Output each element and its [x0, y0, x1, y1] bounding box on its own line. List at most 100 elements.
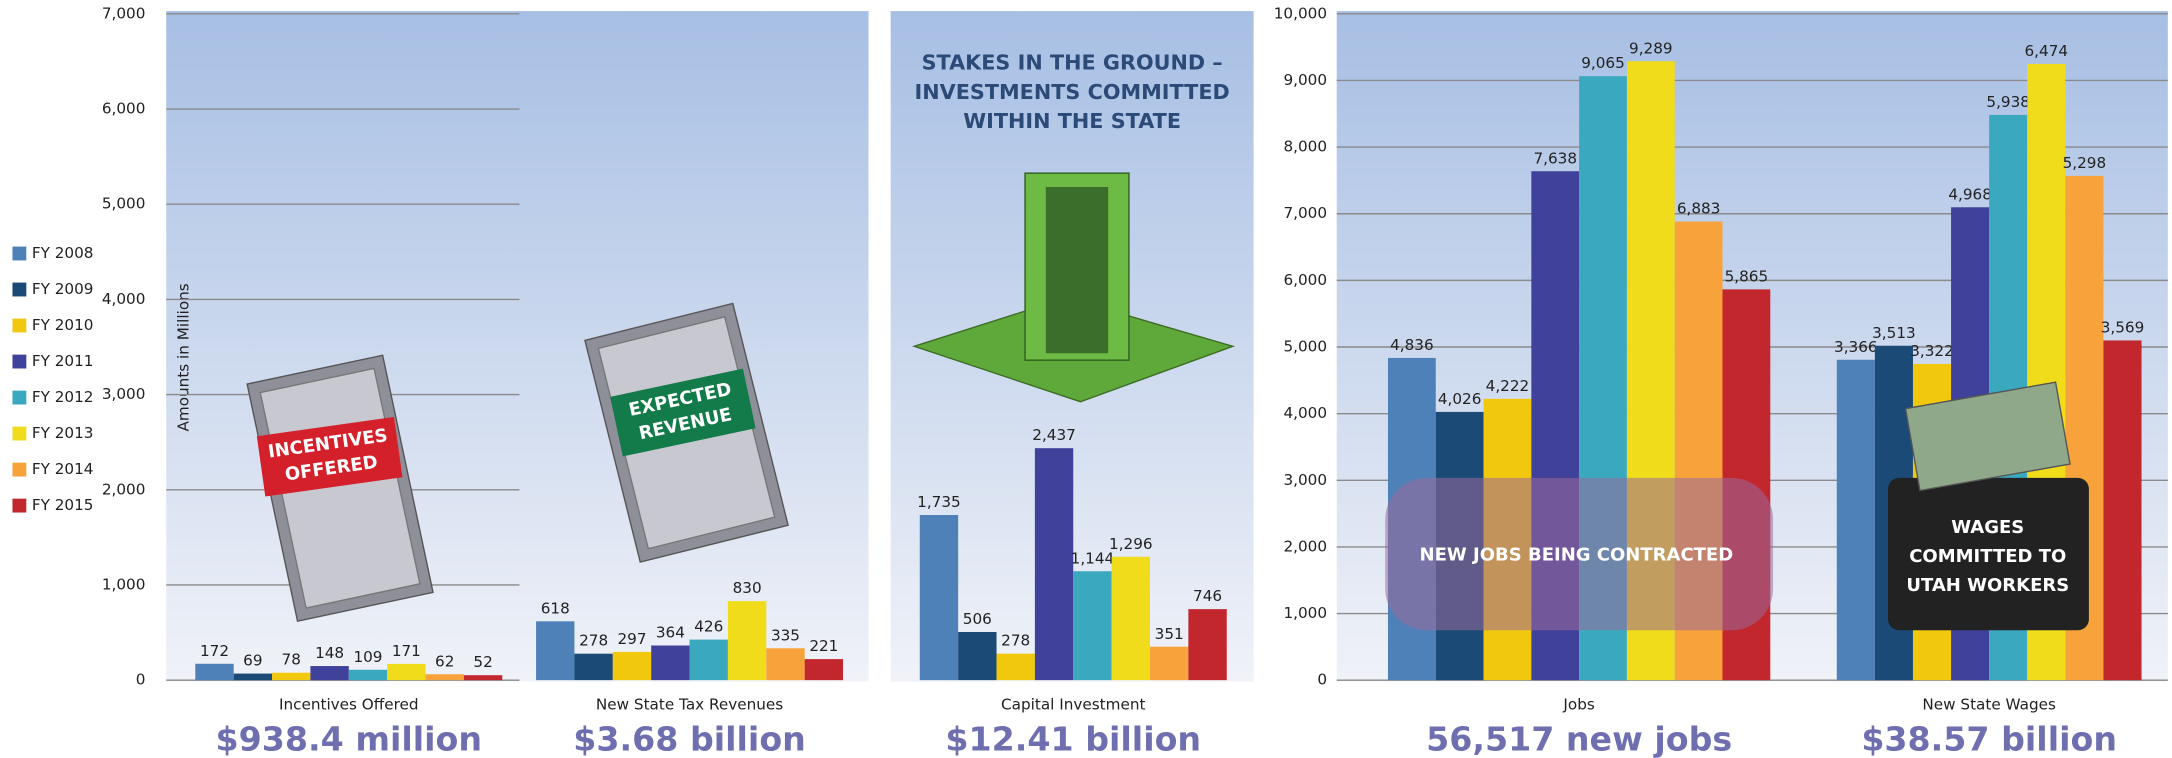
value-label: 5,938 [1986, 93, 2030, 111]
value-label: 2,437 [1032, 426, 1076, 444]
value-label: 1,296 [1109, 535, 1153, 553]
value-label: 3,513 [1872, 324, 1916, 342]
bar [536, 621, 575, 681]
bar [425, 674, 464, 681]
wages-annotation: WAGES [1951, 517, 2024, 538]
value-label: 148 [315, 644, 344, 662]
banner-bg [256, 416, 403, 497]
legend-swatch [12, 318, 27, 333]
value-label: 3,322 [1910, 342, 1954, 360]
value-label: 5,865 [1725, 267, 1769, 285]
y-tick-label: 4,000 [102, 290, 146, 308]
value-label: 426 [694, 618, 723, 636]
value-label: 364 [656, 624, 685, 642]
value-label: 4,836 [1390, 336, 1434, 354]
bar [1111, 556, 1150, 681]
y-tick-label: 3,000 [1283, 471, 1327, 489]
y-tick-label: 8,000 [1283, 138, 1327, 156]
total: $3.68 billion [573, 720, 806, 758]
bar [958, 631, 997, 681]
wages-annotation: COMMITTED TO [1909, 546, 2066, 567]
legend-label: FY 2010 [32, 316, 94, 334]
value-label: 109 [353, 648, 382, 666]
value-label: 6,883 [1677, 200, 1721, 218]
value-label: 506 [963, 610, 992, 628]
y-axis-label: Amounts in Millions [175, 283, 193, 431]
y-tick-label: 3,000 [102, 385, 146, 403]
total: $38.57 billion [1861, 720, 2117, 758]
total: 56,517 new jobs [1426, 720, 1732, 758]
value-label: 9,065 [1581, 54, 1625, 72]
legend-swatch [12, 354, 27, 369]
legend-swatch [12, 282, 27, 297]
bills [1904, 381, 2071, 492]
y-tick-label: 0 [136, 671, 146, 689]
value-label: 618 [541, 599, 570, 617]
bar [195, 663, 234, 681]
y-tick-label: 1,000 [1283, 604, 1327, 622]
value-label: 351 [1155, 625, 1184, 643]
bar [651, 645, 690, 681]
y-tick-label: 2,000 [102, 480, 146, 498]
bar [1836, 359, 1875, 681]
value-label: 830 [733, 579, 762, 597]
bar [727, 601, 767, 681]
y-tick-label: 9,000 [1283, 71, 1327, 89]
value-label: 3,569 [2101, 318, 2145, 336]
bar [310, 666, 349, 681]
value-label: 5,298 [2063, 154, 2107, 172]
value-label: 3,366 [1834, 338, 1878, 356]
bar [233, 673, 273, 681]
value-label: 4,222 [1486, 377, 1530, 395]
bar [387, 663, 426, 681]
total: $938.4 million [216, 720, 483, 758]
panel [166, 11, 869, 682]
y-tick-label: 10,000 [1274, 4, 1327, 22]
value-label: 4,026 [1438, 390, 1482, 408]
value-label: 52 [473, 653, 492, 671]
legend-swatch [12, 390, 27, 405]
wages-annotation: UTAH WORKERS [1906, 575, 2069, 596]
legend-label: FY 2015 [32, 496, 94, 514]
legend-swatch [12, 498, 27, 513]
bar [463, 675, 503, 681]
legend-swatch [12, 246, 27, 261]
y-tick-label: 6,000 [1283, 271, 1327, 289]
stakes-title: INVESTMENTS COMMITTED [915, 80, 1230, 104]
y-tick-label: 7,000 [102, 4, 146, 22]
bar [348, 669, 388, 681]
y-tick-label: 5,000 [1283, 338, 1327, 356]
legend-label: FY 2013 [32, 424, 94, 442]
x-tick-label: Capital Investment [1001, 696, 1145, 714]
bar [1073, 571, 1112, 681]
bar [1149, 646, 1189, 681]
legend-swatch [12, 426, 27, 441]
y-tick-label: 7,000 [1283, 204, 1327, 222]
value-label: 7,638 [1533, 149, 1577, 167]
legend-label: FY 2014 [32, 460, 94, 478]
bar [2103, 340, 2142, 681]
y-tick-label: 0 [1317, 671, 1327, 689]
value-label: 9,289 [1629, 39, 1673, 57]
value-label: 171 [392, 642, 421, 660]
legend-label: FY 2008 [32, 244, 94, 262]
value-label: 278 [579, 632, 608, 650]
bar [689, 639, 728, 681]
wallet [1888, 477, 2089, 631]
value-label: 278 [1001, 632, 1030, 650]
y-tick-label: 1,000 [102, 575, 146, 593]
banner: EXPECTED REVENUE [610, 368, 756, 457]
bar [996, 653, 1035, 681]
stakes-title: STAKES IN THE GROUND – [922, 51, 1223, 75]
bar [574, 653, 613, 681]
value-label: 6,474 [2025, 42, 2069, 60]
y-tick-label: 4,000 [1283, 404, 1327, 422]
bar [1188, 609, 1227, 681]
decorations: INCENTIVES OFFERED EXPECTED REVENUE STAK… [246, 51, 2089, 631]
total: $12.41 billion [945, 720, 1201, 758]
x-tick-label: New State Tax Revenues [596, 696, 783, 714]
people-silhouettes [1385, 477, 1774, 631]
bar [1034, 448, 1074, 681]
value-label: 69 [243, 652, 262, 670]
